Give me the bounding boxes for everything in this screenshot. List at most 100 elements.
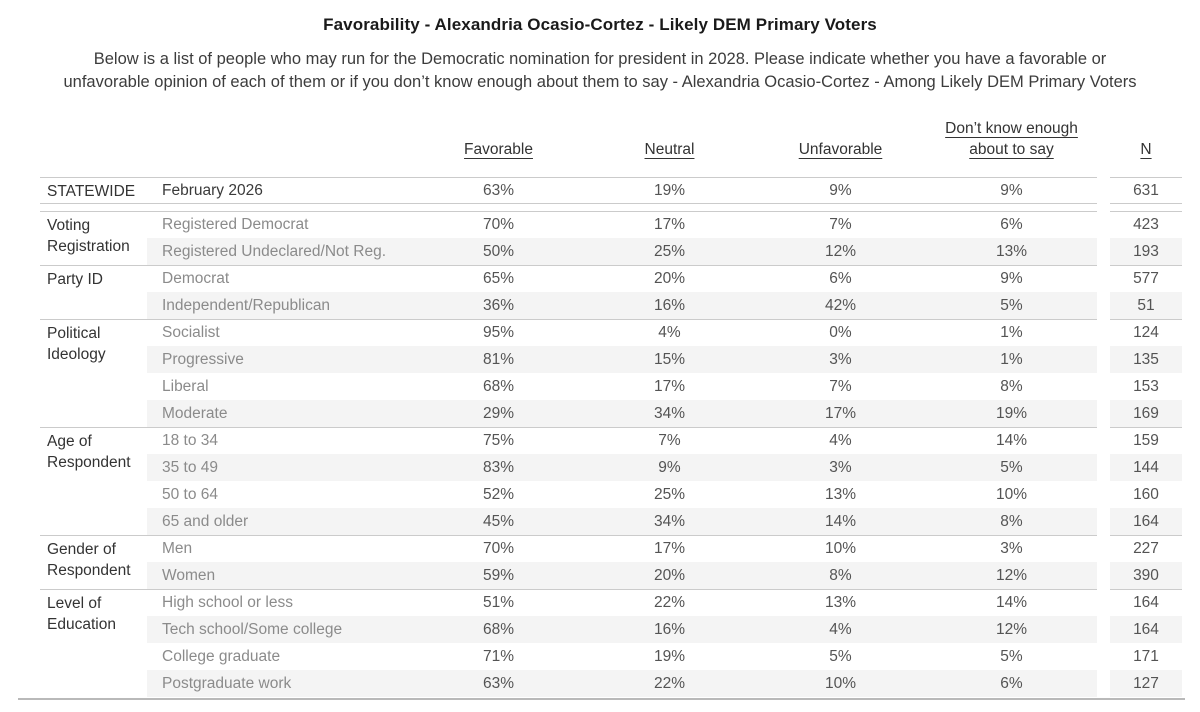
value-cell: 13% bbox=[755, 589, 926, 616]
n-cell: 160 bbox=[1133, 485, 1159, 503]
crosstab-table: STATEWIDE February 2026 63% 19% 9% 9% 631 Votin… bbox=[40, 177, 1200, 697]
value-cell: 36% bbox=[413, 292, 584, 319]
value-cell: 34% bbox=[584, 508, 755, 535]
value-cell: 15% bbox=[584, 346, 755, 373]
value-cell: 3% bbox=[755, 346, 926, 373]
value-cell: 7% bbox=[755, 211, 926, 238]
value-cell: 5% bbox=[1000, 647, 1023, 665]
row-label: 18 to 34 bbox=[147, 427, 413, 454]
n-cell: 577 bbox=[1110, 265, 1182, 292]
value-cell: 0% bbox=[755, 319, 926, 346]
row-label: Women bbox=[147, 562, 413, 589]
column-header-neutral: Neutral bbox=[644, 141, 695, 158]
n-cell: 153 bbox=[1133, 377, 1159, 395]
value-cell: 17% bbox=[584, 535, 755, 562]
n-cell: 164 bbox=[1110, 508, 1182, 535]
value-cell: 3% bbox=[755, 454, 926, 481]
category-label: Political Ideology bbox=[40, 319, 147, 427]
value-cell: 16% bbox=[584, 292, 755, 319]
value-cell: 5% bbox=[926, 454, 1097, 481]
row-label: Tech school/Some college bbox=[147, 616, 413, 643]
value-cell: 25% bbox=[653, 485, 686, 503]
value-cell: 51% bbox=[413, 589, 584, 616]
value-cell: 3% bbox=[926, 535, 1097, 562]
value-cell: 52% bbox=[482, 485, 515, 503]
row-label: High school or less bbox=[147, 589, 413, 616]
value-cell: 42% bbox=[755, 292, 926, 319]
n-cell: 193 bbox=[1110, 238, 1182, 265]
value-cell: 4% bbox=[584, 319, 755, 346]
row-label: Moderate bbox=[147, 400, 413, 427]
n-cell: 169 bbox=[1110, 400, 1182, 427]
column-header-dont-know: Don’t know enough about to say bbox=[945, 120, 1078, 158]
row-label: Registered Undeclared/Not Reg. bbox=[147, 238, 413, 265]
value-cell: 9% bbox=[926, 265, 1097, 292]
value-cell: 13% bbox=[824, 485, 857, 503]
row-label: 50 to 64 bbox=[162, 485, 219, 503]
value-cell: 6% bbox=[926, 670, 1097, 697]
n-cell: 135 bbox=[1110, 346, 1182, 373]
value-cell: 10% bbox=[755, 535, 926, 562]
value-cell: 5% bbox=[926, 292, 1097, 319]
table-group: Age of Respondent 18 to 34 75% 7% 4% 14% 159 35… bbox=[40, 427, 1200, 535]
value-cell: 8% bbox=[755, 562, 926, 589]
value-cell: 17% bbox=[584, 211, 755, 238]
n-cell: 423 bbox=[1110, 211, 1182, 238]
report-title: Favorability - Alexandria Ocasio-Cortez … bbox=[323, 15, 877, 34]
n-cell: 631 bbox=[1110, 177, 1182, 204]
value-cell: 7% bbox=[829, 377, 852, 395]
report-subtitle: Below is a list of people who may run fo… bbox=[0, 48, 1200, 94]
value-cell: 22% bbox=[584, 670, 755, 697]
value-cell: 14% bbox=[926, 427, 1097, 454]
value-cell: 5% bbox=[829, 647, 852, 665]
value-cell: 68% bbox=[413, 616, 584, 643]
n-cell: 164 bbox=[1110, 589, 1182, 616]
value-cell: 1% bbox=[926, 346, 1097, 373]
value-cell: 71% bbox=[482, 647, 515, 665]
category-label: STATEWIDE bbox=[40, 177, 147, 204]
value-cell: 4% bbox=[755, 427, 926, 454]
value-cell: 29% bbox=[413, 400, 584, 427]
category-label: Party ID bbox=[40, 265, 147, 319]
value-cell: 10% bbox=[995, 485, 1028, 503]
value-cell: 6% bbox=[755, 265, 926, 292]
value-cell: 6% bbox=[926, 211, 1097, 238]
report-subtitle-line2: unfavorable opinion of each of them or i… bbox=[63, 73, 1137, 91]
n-cell: 124 bbox=[1110, 319, 1182, 346]
category-label: Gender of Respondent bbox=[40, 535, 147, 589]
report-subtitle-line1: Below is a list of people who may run fo… bbox=[93, 50, 1107, 68]
row-label: February 2026 bbox=[147, 177, 413, 204]
value-cell: 65% bbox=[413, 265, 584, 292]
value-cell: 16% bbox=[584, 616, 755, 643]
value-cell: 95% bbox=[413, 319, 584, 346]
table-group: Party ID Democrat 65% 20% 6% 9% 577 Independent… bbox=[40, 265, 1200, 319]
n-cell: 390 bbox=[1110, 562, 1182, 589]
value-cell: 50% bbox=[413, 238, 584, 265]
value-cell: 68% bbox=[482, 377, 515, 395]
value-cell: 75% bbox=[413, 427, 584, 454]
n-cell: 171 bbox=[1133, 647, 1159, 665]
table-group: Political Ideology Socialist 95% 4% 0% 1% 124 P… bbox=[40, 319, 1200, 427]
row-label: Democrat bbox=[147, 265, 413, 292]
row-label: Independent/Republican bbox=[147, 292, 413, 319]
value-cell: 10% bbox=[755, 670, 926, 697]
value-cell: 19% bbox=[926, 400, 1097, 427]
value-cell: 20% bbox=[584, 562, 755, 589]
value-cell: 34% bbox=[584, 400, 755, 427]
value-cell: 81% bbox=[413, 346, 584, 373]
n-cell: 144 bbox=[1110, 454, 1182, 481]
row-label: 65 and older bbox=[147, 508, 413, 535]
n-cell: 164 bbox=[1110, 616, 1182, 643]
value-cell: 9% bbox=[584, 454, 755, 481]
value-cell: 13% bbox=[926, 238, 1097, 265]
table-group: STATEWIDE February 2026 63% 19% 9% 9% 631 bbox=[40, 177, 1200, 204]
value-cell: 83% bbox=[413, 454, 584, 481]
n-cell: 51 bbox=[1110, 292, 1182, 319]
value-cell: 4% bbox=[755, 616, 926, 643]
value-cell: 63% bbox=[413, 177, 584, 204]
value-cell: 8% bbox=[1000, 377, 1023, 395]
value-cell: 63% bbox=[413, 670, 584, 697]
value-cell: 1% bbox=[926, 319, 1097, 346]
value-cell: 25% bbox=[584, 238, 755, 265]
value-cell: 9% bbox=[755, 177, 926, 204]
